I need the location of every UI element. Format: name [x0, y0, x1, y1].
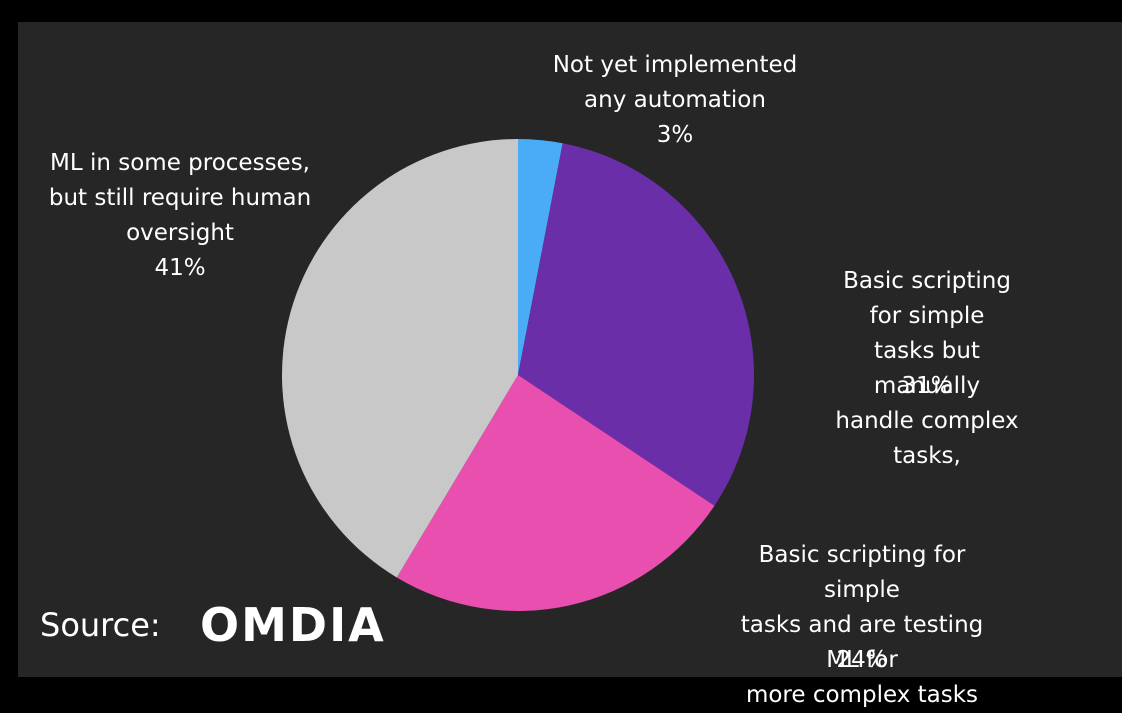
- pie-slice: [518, 143, 754, 506]
- value-label: 41%: [154, 255, 206, 281]
- page: Source: OMDIA (() => { const data = JSON…: [18, 22, 1122, 708]
- source-label: Source:: [40, 606, 161, 644]
- pie-slice: [518, 139, 563, 375]
- pie-slice: [396, 375, 715, 611]
- value-label: 3%: [656, 122, 694, 148]
- source-logo: OMDIA: [200, 598, 386, 652]
- slice-label: Basic scripting for simple tasks and are…: [740, 542, 984, 708]
- slice-label: Basic scripting for simple tasks but man…: [835, 268, 1019, 469]
- value-label: 24%: [836, 647, 888, 673]
- slice-label: Not yet implemented any automation: [552, 52, 798, 113]
- pie-slice: [282, 139, 518, 578]
- slice-label: ML in some processes, but still require …: [48, 150, 312, 246]
- chart: [282, 139, 754, 611]
- value-label: 31%: [901, 373, 953, 399]
